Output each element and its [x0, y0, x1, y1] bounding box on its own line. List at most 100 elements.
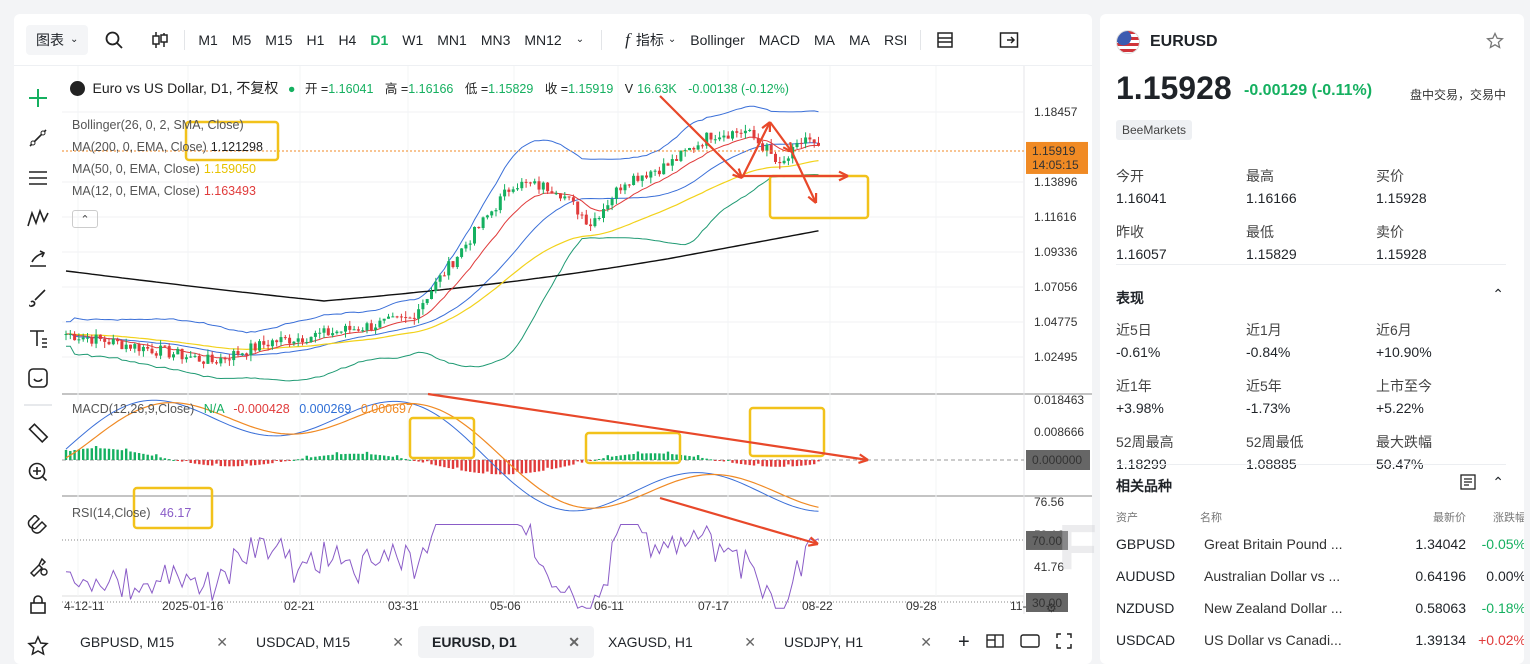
related-row[interactable]: GBPUSD Great Britain Pound ... 1.34042 -0.0…: [1116, 528, 1524, 560]
lock-drawing-icon[interactable]: [24, 552, 52, 580]
related-list-icon[interactable]: [1460, 474, 1476, 495]
chart-area[interactable]: 1.18457 1.13896 1.11616 1.09336 1.07056 1.047…: [62, 66, 1092, 615]
more-timeframes-chevron-icon[interactable]: ⌄: [575, 34, 585, 45]
last-price: 1.15928: [1116, 70, 1232, 106]
brush-icon[interactable]: [24, 284, 52, 312]
chart-tab[interactable]: EURUSD, D1 ✕: [418, 626, 594, 658]
candle-body: [696, 145, 700, 150]
collapse-legend-button[interactable]: ⌃: [72, 210, 98, 228]
timeframe-mn1[interactable]: MN1: [437, 31, 467, 48]
timeframe-m1[interactable]: M1: [198, 31, 218, 48]
close-tab-icon[interactable]: ✕: [216, 633, 228, 650]
settings-gear-icon: ⚙: [1046, 601, 1057, 614]
macd-histogram-bar: [125, 448, 128, 460]
indicator-shortcut-rsi[interactable]: RSI: [883, 31, 908, 48]
related-price: 0.64196: [1415, 568, 1466, 584]
split-view-icon[interactable]: [985, 633, 1004, 651]
close-tab-icon[interactable]: ✕: [392, 633, 404, 650]
candle-body: [636, 175, 640, 181]
indicator-shortcut-ma[interactable]: MA: [848, 31, 870, 48]
collapse-related-icon[interactable]: ⌃: [1492, 474, 1504, 490]
watchlist-star-icon[interactable]: [1486, 31, 1504, 55]
indicator-shortcut-macd[interactable]: MACD: [758, 31, 800, 48]
ma50-line: [66, 160, 819, 351]
timeframe-mn12[interactable]: MN12: [524, 31, 562, 48]
chart-type-dropdown[interactable]: 图表 ⌄: [26, 24, 89, 55]
search-icon[interactable]: [96, 25, 132, 55]
magnet-icon[interactable]: [24, 512, 52, 540]
macd-histogram-bar: [722, 460, 726, 462]
timeframe-mn3[interactable]: MN3: [480, 31, 511, 48]
macd-histogram-bar: [305, 455, 308, 460]
ma12-label: MA(12, 0, EMA, Close): [72, 184, 200, 198]
related-name: Australian Dollar vs ...: [1204, 568, 1341, 584]
close-tab-icon[interactable]: ✕: [920, 633, 932, 650]
close-tab-icon[interactable]: ✕: [568, 633, 580, 650]
market-status: 盘中交易，交易中: [1409, 88, 1506, 102]
trendline-icon[interactable]: [24, 124, 52, 152]
candle-body: [447, 261, 451, 276]
close-tab-icon[interactable]: ✕: [744, 633, 756, 650]
favorite-star-icon[interactable]: [24, 632, 52, 660]
price-chart-svg[interactable]: 1.18457 1.13896 1.11616 1.09336 1.07056 1.047…: [62, 66, 1092, 615]
macd-histogram-bar: [146, 454, 149, 460]
annotation-box: [184, 120, 280, 162]
candle-body: [559, 193, 562, 199]
macd-histogram-bar: [774, 460, 777, 467]
zoom-in-icon[interactable]: [24, 458, 52, 486]
ruler-icon[interactable]: [24, 418, 52, 446]
chart-tab[interactable]: XAGUSD, H1 ✕: [594, 626, 770, 658]
chart-tab[interactable]: USDJPY, H1 ✕: [770, 626, 946, 658]
single-view-icon[interactable]: [1019, 633, 1040, 651]
timeframe-h4[interactable]: H4: [338, 31, 357, 48]
indicator-shortcut-ma[interactable]: MA: [813, 31, 835, 48]
candle-body: [580, 214, 584, 216]
high-value: 1.16166: [408, 82, 454, 96]
change-abs: -0.00129: [1244, 82, 1308, 99]
timeframe-m5[interactable]: M5: [231, 31, 252, 48]
text-tool-icon[interactable]: [24, 324, 52, 352]
annotation-arrow-head: [838, 170, 849, 182]
candle-body: [507, 189, 511, 192]
related-row[interactable]: NZDUSD New Zealand Dollar ... 0.58063 -0.18…: [1116, 592, 1524, 624]
related-row[interactable]: AUDUSD Australian Dollar vs ... 0.64196 0.0…: [1116, 560, 1524, 592]
timeframe-d1[interactable]: D1: [370, 31, 389, 48]
macd-histogram-bar: [469, 460, 472, 472]
chart-tab[interactable]: USDCAD, M15 ✕: [242, 626, 418, 658]
crosshair-icon[interactable]: [24, 84, 52, 112]
related-price: 1.34042: [1415, 536, 1466, 552]
ma50-value: 1.159050: [203, 162, 256, 176]
stat-label: 最低: [1246, 224, 1274, 240]
layout-icon[interactable]: [927, 25, 963, 55]
macd-histogram-bar: [73, 450, 76, 460]
add-tab-icon[interactable]: +: [958, 630, 970, 653]
candle-body: [503, 189, 507, 197]
candle-body: [718, 137, 722, 140]
indicator-shortcut-bollinger[interactable]: Bollinger: [690, 31, 745, 48]
pattern-icon[interactable]: [24, 204, 52, 232]
macd-histogram-bar: [619, 455, 622, 460]
candlestick-icon[interactable]: [142, 25, 178, 55]
macd-histogram-bar: [318, 456, 321, 460]
timeframe-h1[interactable]: H1: [306, 31, 325, 48]
indicators-button[interactable]: f 指标 ⌄: [618, 25, 683, 55]
macd-histogram-bar: [770, 460, 773, 467]
chart-tab[interactable]: GBPUSD, M15 ✕: [66, 626, 242, 658]
macd-histogram-bar: [520, 460, 523, 474]
timeframe-w1[interactable]: W1: [402, 31, 424, 48]
collapse-performance-icon[interactable]: ⌃: [1492, 286, 1504, 302]
related-row[interactable]: USDCAD US Dollar vs Canadi... 1.39134 +0.02…: [1116, 624, 1524, 656]
candle-body: [313, 332, 317, 337]
tab-label: GBPUSD, M15: [80, 634, 175, 650]
candle-body: [129, 344, 132, 349]
projection-icon[interactable]: [24, 244, 52, 272]
emoji-icon[interactable]: [24, 364, 52, 392]
candle-body: [240, 353, 244, 355]
expand-icon[interactable]: [1055, 632, 1072, 652]
macd-histogram-bar: [761, 460, 764, 467]
candle-body: [206, 354, 210, 364]
fullscreen-exit-icon[interactable]: [991, 25, 1027, 55]
horizontal-lines-icon[interactable]: [24, 164, 52, 192]
timeframe-m15[interactable]: M15: [265, 31, 293, 48]
lock-icon[interactable]: [24, 590, 52, 618]
